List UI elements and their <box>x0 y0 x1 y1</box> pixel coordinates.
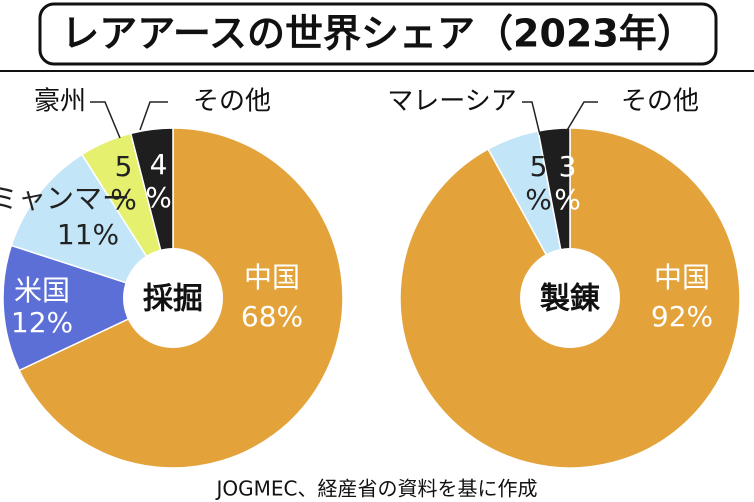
leader-line <box>139 101 168 131</box>
value-label: 5% <box>522 150 555 216</box>
center-label: 製錬 <box>540 282 601 317</box>
category-label: その他 <box>621 87 699 117</box>
source: JOGMEC、経産省の資料を基に作成 <box>215 477 538 501</box>
title-box <box>38 2 718 66</box>
pie-slice <box>399 127 741 469</box>
category-label: 中国 <box>654 261 710 294</box>
category-label: マレーシア <box>387 87 516 117</box>
pie-slice <box>10 153 175 300</box>
category-label: ミャンマー <box>0 182 130 215</box>
value-label: 3% <box>551 150 584 216</box>
title: レアアースの世界シェア（2023年） <box>61 12 695 56</box>
center-label: 採掘 <box>143 282 203 317</box>
value-label: 4% <box>142 148 175 214</box>
value-label: 5% <box>107 150 140 216</box>
leader-line <box>565 101 598 133</box>
leader-line <box>90 101 121 139</box>
value-label: 92% <box>651 300 713 333</box>
category-label: 豪州 <box>34 87 86 117</box>
value-label: 68% <box>241 300 303 333</box>
value-label: 12% <box>11 306 73 339</box>
value-label: 11% <box>57 218 119 251</box>
leader-line <box>522 101 541 136</box>
donut-hole <box>123 248 223 348</box>
category-label: 中国 <box>244 261 300 294</box>
category-label: その他 <box>193 87 271 117</box>
donut-hole <box>520 248 620 348</box>
pie-slice <box>2 244 176 372</box>
category-label: 米国 <box>14 274 70 307</box>
